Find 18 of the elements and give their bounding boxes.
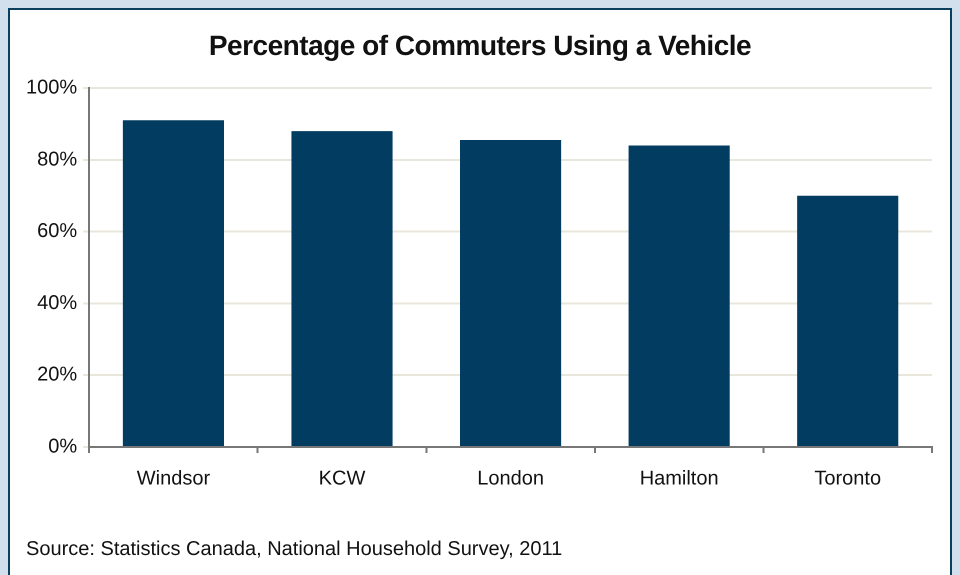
y-tick-label: 0% [48,436,78,458]
bar [291,131,393,446]
chart-title: Percentage of Commuters Using a Vehicle [208,30,752,62]
bar [628,145,730,446]
source-note: Source: Statistics Canada, National Household Survey, 2011 [26,538,562,561]
y-tick-label: 20% [37,364,78,386]
y-tick-label: 100% [26,76,78,99]
x-tick-label: Toronto [814,468,882,490]
bar [797,196,898,446]
y-tick-label: 40% [37,292,78,314]
y-tick-label: 60% [37,220,78,242]
y-tick-label: 80% [37,148,78,170]
x-tick-label: London [477,468,544,490]
x-tick-label: KCW [318,468,366,490]
bar [122,120,224,446]
bar [460,140,562,446]
x-tick-label: Windsor [136,468,210,490]
x-tick-label: Hamilton [640,468,719,490]
